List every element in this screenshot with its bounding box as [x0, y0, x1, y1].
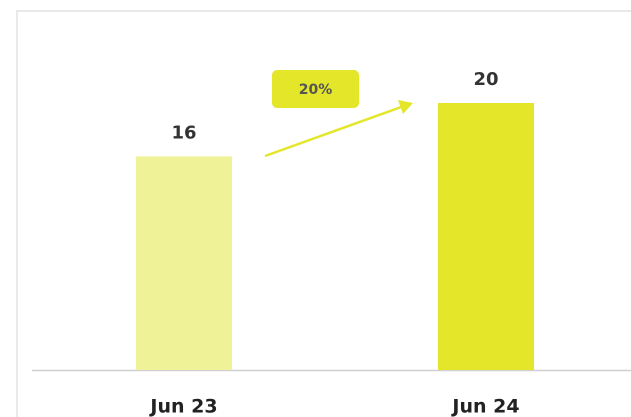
arrow-line: [264, 104, 405, 158]
x-tick-label: Jun 23: [148, 396, 217, 417]
annotation-label: 20%: [299, 82, 333, 98]
arrow-head: [398, 100, 413, 114]
value-label: 16: [171, 122, 196, 143]
annotation-box: [272, 70, 359, 108]
bar: [438, 103, 534, 370]
value-label: 20: [473, 69, 498, 90]
x-tick-label: Jun 24: [450, 396, 519, 417]
bar: [136, 156, 232, 370]
